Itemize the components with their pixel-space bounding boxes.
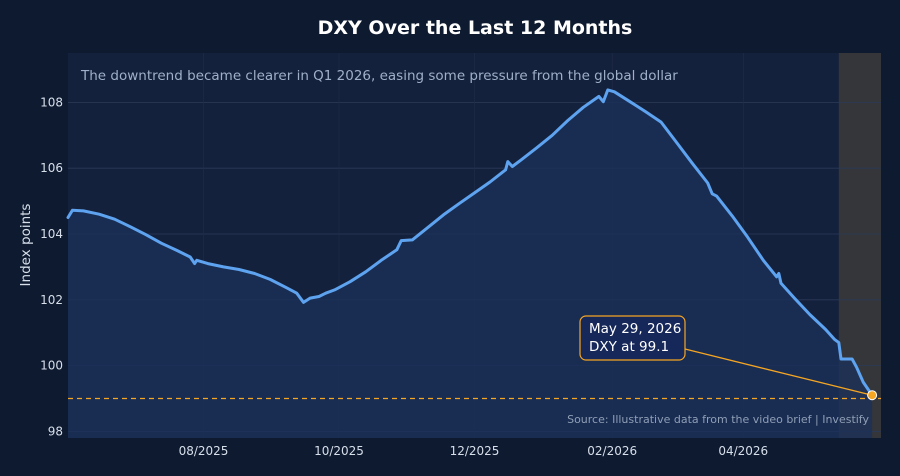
y-axis-label: Index points — [18, 204, 34, 287]
y-tick-label: 98 — [48, 424, 63, 438]
y-tick-label: 104 — [40, 227, 63, 241]
annotation-box — [579, 315, 686, 361]
series-line — [66, 88, 874, 397]
source-note: Source: Illustrative data from the video… — [567, 413, 869, 426]
annotation-date: May 29, 2026 — [589, 321, 681, 337]
x-tick-label: 10/2025 — [314, 444, 364, 458]
chart-title: DXY Over the Last 12 Months — [318, 17, 633, 39]
y-tick-label: 100 — [40, 359, 63, 373]
x-tick-label: 04/2026 — [718, 444, 768, 458]
y-tick-label: 106 — [40, 161, 63, 175]
annotation-value: DXY at 99.1 — [589, 339, 669, 355]
chart-subtitle: The downtrend became clearer in Q1 2026,… — [80, 68, 678, 84]
y-tick-label: 108 — [40, 95, 63, 109]
y-axis-ticks: 98 100 102 104 106 108 — [40, 95, 63, 438]
y-tick-label: 102 — [40, 293, 63, 307]
x-tick-label: 08/2025 — [179, 444, 229, 458]
x-tick-label: 12/2025 — [450, 444, 500, 458]
annotation-point[interactable] — [867, 390, 878, 401]
x-axis-ticks: 08/2025 10/2025 12/2025 02/2026 04/2026 — [179, 444, 769, 458]
x-tick-label: 02/2026 — [587, 444, 637, 458]
annotation-connector — [684, 348, 873, 396]
